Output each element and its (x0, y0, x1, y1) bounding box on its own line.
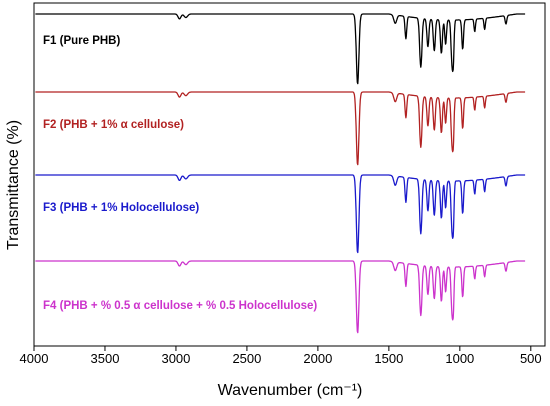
x-tick-label: 1500 (374, 351, 403, 366)
spectrum-line-1 (35, 13, 526, 85)
y-axis-title: Transmittance (%) (5, 120, 22, 250)
x-tick-label: 2000 (303, 351, 332, 366)
spectrum-line-4 (35, 260, 526, 334)
x-tick-label: 3000 (161, 351, 190, 366)
plot-frame (33, 2, 546, 347)
spectrum-line-2 (35, 91, 526, 166)
x-tick-label: 4000 (20, 351, 49, 366)
series-label-4: F4 (PHB + % 0.5 α cellulose + % 0.5 Holo… (43, 300, 317, 312)
x-tick-label: 3500 (91, 351, 120, 366)
x-tick-label: 500 (520, 351, 542, 366)
series-label-3: F3 (PHB + 1% Holocellulose) (43, 202, 199, 214)
series-label-1: F1 (Pure PHB) (43, 35, 120, 47)
series-labels: F1 (Pure PHB) F2 (PHB + 1% α cellulose) F3… (43, 35, 317, 312)
x-tick-label: 1000 (445, 351, 474, 366)
spectra (35, 13, 526, 334)
x-tick-label: 2500 (232, 351, 261, 366)
x-axis: 4000 3500 3000 2500 2000 1500 1000 500 (20, 346, 542, 366)
x-axis-title: Wavenumber (cm⁻¹) (218, 382, 363, 399)
spectrum-line-3 (35, 174, 526, 254)
series-label-2: F2 (PHB + 1% α cellulose) (43, 119, 184, 131)
